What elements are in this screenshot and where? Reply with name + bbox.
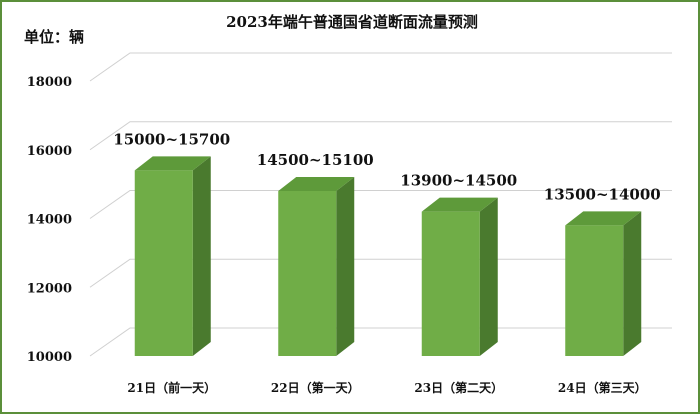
bar-front [421,211,480,356]
bar [134,156,211,356]
gridline [89,190,672,219]
bar-front [565,225,624,356]
y-axis-ticks: 10000 12000 14000 16000 18000 [27,75,72,365]
y-tick-label: 14000 [27,213,72,228]
bar-front [134,170,193,356]
x-category-label: 22日（第一天） [271,380,360,395]
bar-side [192,156,211,356]
bars [134,156,642,356]
x-category-label: 24日（第三天） [558,380,647,395]
unit-label: 单位：辆 [24,28,84,46]
y-tick-label: 12000 [27,281,72,296]
data-label: 13900~14500 [400,172,517,190]
y-tick-label: 10000 [27,350,72,365]
data-labels: 15000~15700 14500~15100 13900~14500 13500~1… [113,130,660,203]
bar-top [278,177,355,191]
bar-side [336,177,355,356]
data-label: 13500~14000 [544,185,661,203]
bar-side [479,197,498,356]
data-label: 14500~15100 [257,151,374,169]
bar [565,211,642,356]
bar-top [134,156,211,171]
bar-top [565,211,642,226]
x-axis-categories: 21日（前一天） 22日（第一天） 23日（第二天） 24日（第三天） [127,380,646,395]
x-category-label: 23日（第二天） [414,380,503,395]
y-tick-label: 18000 [27,75,72,90]
chart-title: 2023年端午普通国省道断面流量预测 [226,13,478,31]
bar [278,177,355,356]
x-category-label: 21日（前一天） [127,380,216,395]
gridline [89,52,672,82]
bar-side [623,211,642,356]
gridline [89,121,672,151]
bar-front [278,191,337,356]
bar-top [421,197,498,212]
data-label: 15000~15700 [113,130,230,148]
y-tick-label: 16000 [27,144,72,159]
bar [421,197,498,356]
